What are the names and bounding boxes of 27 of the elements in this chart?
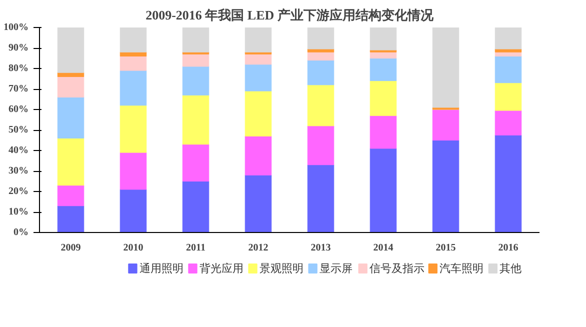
legend-label: 汽车照明 — [440, 262, 484, 275]
legend-label: 背光应用 — [200, 262, 244, 275]
legend-label: 景观照明 — [260, 262, 304, 275]
y-tick-label: 20% — [8, 186, 28, 197]
legend-label: 显示屏 — [320, 262, 353, 275]
x-tick-label: 2013 — [310, 242, 331, 254]
y-tick-label: 50% — [8, 124, 28, 136]
x-tick-label: 2011 — [186, 242, 206, 254]
y-tick-label: 100% — [4, 22, 28, 33]
y-tick-label: 60% — [8, 104, 28, 115]
legend-label: 信号及指示 — [370, 262, 425, 275]
x-tick-label: 2012 — [248, 242, 268, 254]
y-tick-label: 30% — [8, 166, 28, 176]
y-tick-label: 0% — [14, 227, 28, 238]
x-tick-label: 2010 — [123, 242, 144, 254]
y-tick-label: 40% — [8, 145, 28, 156]
y-tick-label: 80% — [8, 63, 28, 74]
y-tick-label: 70% — [8, 84, 28, 94]
y-tick-label: 90% — [8, 42, 28, 54]
x-tick-label: 2015 — [436, 242, 456, 254]
chart-title: 2009-2016 年我国 LED 产业下游应用结构变化情况 — [146, 8, 434, 22]
x-tick-label: 2009 — [60, 242, 81, 254]
legend-label: 其他 — [500, 262, 522, 275]
legend-label: 通用照明 — [140, 262, 184, 275]
y-tick-label: 10% — [8, 206, 28, 218]
x-tick-label: 2014 — [373, 242, 394, 254]
x-tick-label: 2016 — [498, 242, 518, 254]
